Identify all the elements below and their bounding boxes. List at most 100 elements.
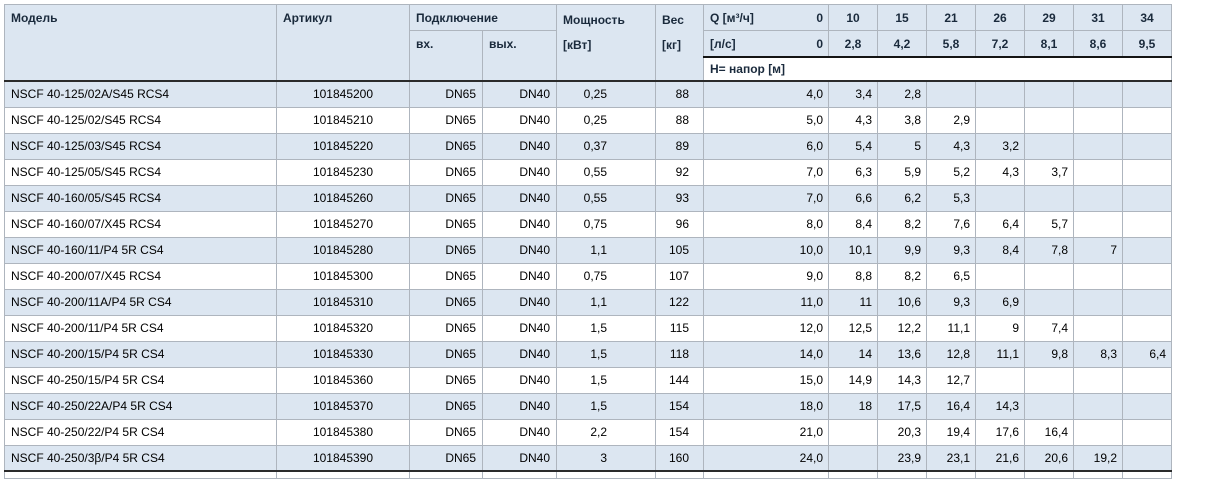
cell-head-value: 17,6 (975, 418, 1026, 446)
flow-ls-value: 2,8 (828, 30, 879, 58)
cell-power-kw: 0,37 (556, 132, 657, 160)
cell-head-value (1122, 314, 1173, 342)
column-header-model: Модель (4, 4, 277, 82)
cell-head-at-q0: 24,0 (703, 444, 830, 472)
cell-head-value: 17,5 (877, 392, 928, 420)
cell-head-value: 5,9 (877, 158, 928, 186)
column-header-article: Артикул (276, 4, 410, 82)
power-unit-label: [кВт] (563, 38, 592, 52)
flow-m3h-value: 29 (1024, 4, 1075, 31)
cell-conn-in: DN65 (409, 288, 483, 316)
cell-head-value (975, 184, 1026, 212)
cell-head-value: 9,3 (926, 288, 977, 316)
head-meters-label: Н= напор [м] (703, 56, 1173, 82)
cell-head-value: 12,2 (877, 314, 928, 342)
cell-conn-in: DN65 (409, 210, 483, 238)
cell-weight-kg: 154 (655, 418, 705, 446)
cell-head-at-q0: 8,0 (703, 210, 830, 238)
cell-conn-out: DN40 (481, 366, 558, 394)
cell-head-value (1122, 210, 1173, 238)
cell-weight-kg: 88 (655, 80, 705, 108)
cell-weight-kg: 122 (655, 288, 705, 316)
cell-head-value: 3,2 (975, 132, 1026, 160)
table-row: NSCF 40-250/3β/P4 5R CS4 101845390 DN65 DN4… (4, 444, 1173, 472)
pump-spec-table: Модель Артикул Подключение Мощность [кВт… (4, 4, 1173, 479)
flow-ls-value: 8,6 (1073, 30, 1124, 58)
cell-power-kw: 0,75 (556, 210, 657, 238)
cell-article: 101845220 (276, 132, 410, 160)
cell-head-value: 14,9 (828, 366, 879, 394)
cell-head-value (1024, 132, 1075, 160)
cell-head-value (1024, 392, 1075, 420)
table-row: NSCF 40-125/02A/S45 RCS4 101845200 DN65 DN4… (4, 80, 1173, 108)
cell-model: NSCF 40-125/05/S45 RCS4 (4, 158, 277, 186)
cell-article: 101845330 (276, 340, 410, 368)
cell-article: 101845320 (276, 314, 410, 342)
cell-article: 101845230 (276, 158, 410, 186)
cell-weight-kg: 89 (655, 132, 705, 160)
footer-cell (828, 470, 879, 479)
footer-cell (1073, 470, 1124, 479)
cell-head-value: 6,4 (1122, 340, 1173, 368)
table-row: NSCF 40-200/07/X45 RCS4 101845300 DN65 DN40… (4, 262, 1173, 290)
table-row: NSCF 40-125/05/S45 RCS4 101845230 DN65 DN40… (4, 158, 1173, 186)
cell-article: 101845210 (276, 106, 410, 134)
cell-head-value: 18 (828, 392, 879, 420)
cell-head-value: 23,9 (877, 444, 928, 472)
cell-conn-out: DN40 (481, 80, 558, 108)
cell-head-value (1024, 80, 1075, 108)
footer-row (4, 470, 1173, 479)
cell-weight-kg: 154 (655, 392, 705, 420)
cell-head-value (975, 106, 1026, 134)
cell-head-value: 13,6 (877, 340, 928, 368)
cell-weight-kg: 105 (655, 236, 705, 264)
column-header-flow-ls: [л/с] 0 (703, 30, 830, 58)
footer-cell (975, 470, 1026, 479)
flow-ls-value: 8,1 (1024, 30, 1075, 58)
cell-head-value (1073, 366, 1124, 394)
cell-head-value: 9,9 (877, 236, 928, 264)
header-row-1: Модель Артикул Подключение Мощность [кВт… (4, 4, 1173, 82)
cell-head-value: 20,6 (1024, 444, 1075, 472)
cell-head-at-q0: 18,0 (703, 392, 830, 420)
cell-head-at-q0: 10,0 (703, 236, 830, 264)
table-row: NSCF 40-250/15/P4 5R CS4 101845360 DN65 DN4… (4, 366, 1173, 394)
cell-model: NSCF 40-250/3β/P4 5R CS4 (4, 444, 277, 472)
cell-head-value (1024, 184, 1075, 212)
cell-head-value: 7 (1073, 236, 1124, 264)
footer-cell (276, 470, 410, 479)
cell-model: NSCF 40-160/11/P4 5R CS4 (4, 236, 277, 264)
cell-head-value: 4,3 (975, 158, 1026, 186)
cell-conn-out: DN40 (481, 340, 558, 368)
cell-conn-out: DN40 (481, 418, 558, 446)
table-header: Модель Артикул Подключение Мощность [кВт… (4, 4, 1173, 82)
cell-weight-kg: 92 (655, 158, 705, 186)
flow-m3h-value: 26 (975, 4, 1026, 31)
table-row: NSCF 40-125/02/S45 RCS4 101845210 DN65 DN40… (4, 106, 1173, 134)
cell-head-value (1122, 366, 1173, 394)
cell-head-value: 2,8 (877, 80, 928, 108)
cell-power-kw: 3 (556, 444, 657, 472)
cell-head-value: 6,2 (877, 184, 928, 212)
cell-head-value: 19,4 (926, 418, 977, 446)
header-row-2: вх. вых. [л/с] 0 2,8 4,2 5,8 7,2 8,1 8,6… (5, 30, 1173, 82)
footer-cell (877, 470, 928, 479)
cell-power-kw: 1,1 (556, 288, 657, 316)
cell-head-value (828, 444, 879, 472)
cell-head-value (1122, 158, 1173, 186)
cell-conn-in: DN65 (409, 236, 483, 264)
flow-m3h-value: 15 (877, 4, 928, 31)
cell-head-value: 5,2 (926, 158, 977, 186)
cell-head-value: 19,2 (1073, 444, 1124, 472)
cell-conn-out: DN40 (481, 236, 558, 264)
cell-head-value: 6,6 (828, 184, 879, 212)
cell-head-value (975, 262, 1026, 290)
cell-conn-in: DN65 (409, 366, 483, 394)
cell-head-value: 12,5 (828, 314, 879, 342)
weight-unit-label: [кг] (662, 38, 682, 52)
cell-head-value (1024, 288, 1075, 316)
cell-head-value (1122, 236, 1173, 264)
cell-conn-in: DN65 (409, 262, 483, 290)
cell-head-value: 9 (975, 314, 1026, 342)
cell-conn-out: DN40 (481, 288, 558, 316)
